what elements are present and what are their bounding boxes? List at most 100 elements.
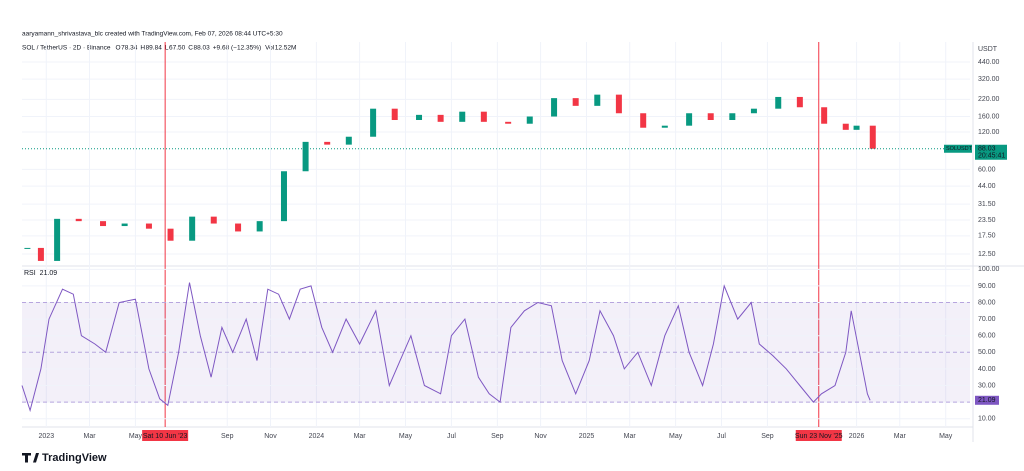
y-tick-label: 220.00 <box>978 96 1000 103</box>
y-tick-label: 10.00 <box>978 416 996 423</box>
y-tick-label: 23.50 <box>978 217 996 224</box>
candle <box>24 247 31 249</box>
candle <box>729 113 736 121</box>
ohlc-value: 89.84 <box>146 45 163 52</box>
candle <box>416 114 423 121</box>
x-tick-label: Sep <box>761 433 774 440</box>
x-tick-label: Nov <box>264 433 277 440</box>
candle <box>345 136 352 145</box>
candle <box>615 94 622 114</box>
candle <box>686 113 693 126</box>
candle <box>842 123 849 130</box>
candle <box>370 108 377 137</box>
ohlc-key: C <box>188 45 193 52</box>
candle <box>821 107 828 124</box>
candle <box>459 111 466 122</box>
candle <box>551 98 558 117</box>
candle <box>572 98 579 106</box>
candle <box>100 221 107 227</box>
x-tick-label: May <box>939 433 953 440</box>
volume-key: Vol <box>265 45 275 52</box>
x-tick-label: 2026 <box>849 433 865 440</box>
candle <box>707 113 714 121</box>
y-tick-label: 80.00 <box>978 299 996 306</box>
countdown: 20:45:41 <box>978 153 1005 160</box>
y-tick-label: 70.00 <box>978 316 996 323</box>
candle <box>54 218 61 261</box>
candle <box>594 94 601 106</box>
candle <box>391 108 398 121</box>
pane: 440.00 320.00 220.00 160.00 120.00 60.00 44.00… <box>22 42 1007 427</box>
y-tick-label: 440.00 <box>978 59 1000 66</box>
ohlc-key: O <box>116 45 121 52</box>
rsi-line <box>21 282 871 413</box>
candle <box>750 108 757 114</box>
x-tick-label: Mar <box>624 433 637 440</box>
ohlc-key: H <box>140 45 145 52</box>
brand: TradingView <box>42 452 107 464</box>
x-tick-label: Mar <box>83 433 96 440</box>
candle <box>189 216 196 241</box>
candle <box>121 223 128 227</box>
y-tick-label: 30.00 <box>978 382 996 389</box>
y-tick-label: 50.00 <box>978 349 996 356</box>
logo-icon <box>22 453 39 463</box>
y-tick-label: 40.00 <box>978 366 996 373</box>
price-badge-label: 88.03 <box>978 146 996 153</box>
marker-badge <box>142 430 189 441</box>
x-tick-label: 2025 <box>579 433 595 440</box>
y-tick-label: 44.00 <box>978 183 996 190</box>
pane: 100.00 90.00 80.00 70.00 60.00 50.00 40.00 30.0… <box>21 266 1000 423</box>
rsi-badge-label: 21.09 <box>978 397 996 404</box>
y-tick-label: 60.00 <box>978 333 996 340</box>
x-tick-label: May <box>399 433 413 440</box>
candle <box>37 247 44 261</box>
x-tick-label: May <box>129 433 143 440</box>
x-tick-label: May <box>669 433 683 440</box>
candle <box>256 221 263 232</box>
candle <box>526 116 533 124</box>
volume-value: 12.52M <box>275 45 297 52</box>
change: +9.68 (−12.35%) <box>213 45 261 52</box>
y-tick-label: 12.50 <box>978 251 996 258</box>
candle <box>640 113 647 128</box>
candle <box>75 218 82 222</box>
x-tick-label: Mar <box>354 433 367 440</box>
candle <box>505 121 512 124</box>
candle <box>853 125 860 130</box>
x-tick-label: 2023 <box>39 433 55 440</box>
candle <box>869 125 876 149</box>
marker-label: Sun 23 Nov '25 <box>795 433 843 440</box>
candle <box>235 223 242 232</box>
credit: aaryamann_shrivastava_blc created with T… <box>22 31 283 38</box>
symbol: SOL / TetherUS · 2D · Binance <box>22 45 111 52</box>
x-tick-label: Nov <box>534 433 547 440</box>
x-tick-label: Jul <box>717 433 726 440</box>
candle <box>280 171 287 222</box>
x-tick-label: Sep <box>491 433 504 440</box>
candle <box>324 141 331 145</box>
rsi-badge <box>975 395 999 405</box>
candle <box>775 96 782 109</box>
brand-logo: TradingView <box>22 452 107 464</box>
rsi-value: 21.09 <box>40 270 58 277</box>
y-tick-label: 120.00 <box>978 129 1000 136</box>
pane-title: RSI <box>24 270 36 277</box>
candle <box>796 96 803 108</box>
candle <box>210 216 217 224</box>
ohlc-key: L <box>165 45 169 52</box>
ohlc-value: 67.50 <box>169 45 186 52</box>
x-tick-label: Mar <box>894 433 907 440</box>
symbol-badge <box>944 144 972 153</box>
y-tick-label: 17.50 <box>978 233 996 240</box>
ohlc-value: 78.34 <box>121 45 138 52</box>
marker-label: Sat 10 Jun '23 <box>143 433 188 440</box>
y-tick-label: 320.00 <box>978 76 1000 83</box>
symbol-badge-label: SOLUSDT <box>946 146 973 152</box>
candle <box>437 114 444 122</box>
candle <box>480 111 487 122</box>
y-tick-label: 31.50 <box>978 201 996 208</box>
y-tick-label: 160.00 <box>978 113 1000 120</box>
y-tick-label: 100.00 <box>978 266 1000 273</box>
